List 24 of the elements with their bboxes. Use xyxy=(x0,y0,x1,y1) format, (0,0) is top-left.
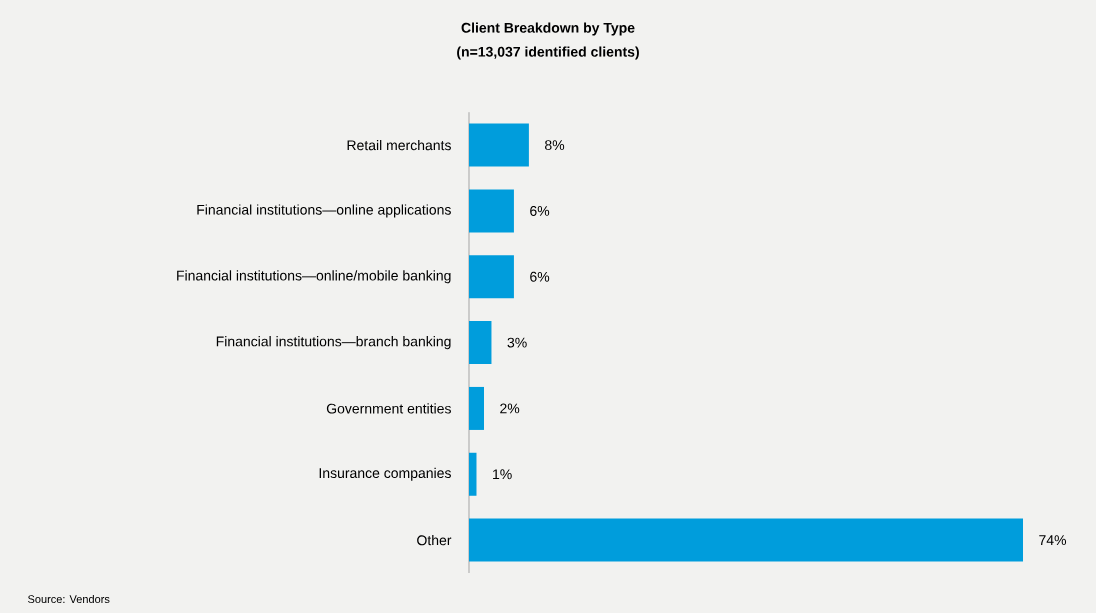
y-tick-label: Financial institutions—online applications xyxy=(197,204,451,218)
bar xyxy=(469,123,529,167)
bar xyxy=(469,452,477,496)
data-label: 1% xyxy=(493,469,512,480)
data-label: 6% xyxy=(530,205,550,216)
bar xyxy=(469,321,492,365)
y-tick-label: Financial institutions—online/mobile banking xyxy=(177,270,451,284)
bar xyxy=(469,386,484,430)
chart-subtitle: (n=13,037 identified clients) xyxy=(457,46,639,60)
data-label: 8% xyxy=(545,140,565,151)
y-tick-label: Insurance companies xyxy=(319,467,451,481)
data-label: 3% xyxy=(507,337,527,348)
bar xyxy=(469,255,514,299)
source-note: Source: Vendors xyxy=(28,594,110,604)
data-label: 6% xyxy=(530,271,550,282)
bar xyxy=(469,189,514,233)
data-label: 2% xyxy=(500,403,520,414)
chart-title: Client Breakdown by Type xyxy=(461,22,635,36)
bar xyxy=(469,518,1023,562)
y-tick-label: Government entities xyxy=(326,403,451,414)
y-tick-label: Financial institutions—branch banking xyxy=(216,336,451,350)
y-tick-label: Other xyxy=(417,534,452,546)
y-tick-label: Retail merchants xyxy=(347,139,451,151)
data-label: 74% xyxy=(1039,535,1067,545)
